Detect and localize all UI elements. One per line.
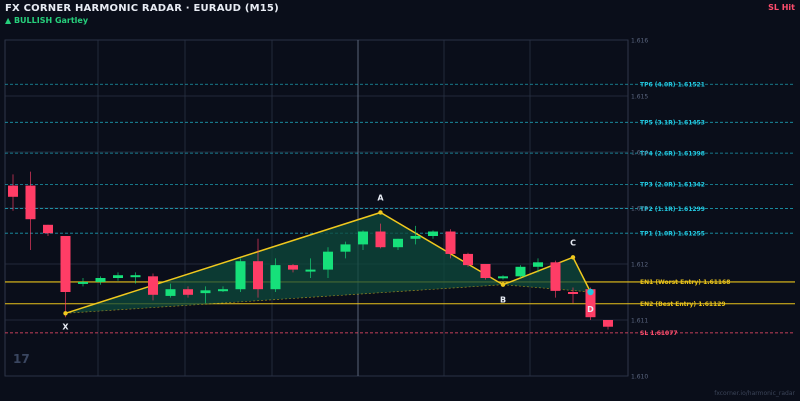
y-tick-label: 1.616: [631, 38, 648, 45]
y-tick-label: 1.615: [631, 94, 648, 101]
level-label-tp: TP1 (1.0R) 1.61255: [640, 230, 705, 237]
candle-body: [445, 231, 456, 254]
point-label: X: [62, 322, 69, 331]
bcd-triangle: [503, 257, 591, 292]
candle-body: [235, 261, 246, 290]
y-tick-label: 1.614: [631, 150, 648, 157]
candle-body: [533, 262, 543, 267]
point-marker-d: [587, 288, 594, 296]
level-label-sl: SL 1.61077: [640, 330, 678, 337]
y-tick-label: 1.613: [631, 206, 648, 213]
point-marker: [63, 311, 68, 316]
point-label: D: [587, 305, 594, 314]
candle-body: [43, 224, 53, 234]
level-label-tp: TP6 (4.0R) 1.61521: [640, 81, 705, 88]
candle-body: [480, 264, 491, 278]
candle-body: [200, 290, 211, 294]
candle-body: [148, 276, 158, 295]
candle-body: [270, 265, 281, 290]
candle-body: [305, 269, 316, 272]
candle-body: [323, 251, 333, 270]
candle-body: [340, 244, 351, 252]
candle-body: [25, 185, 36, 220]
status-badge: SL Hit: [768, 3, 795, 12]
candle-body: [253, 261, 263, 290]
candle-body: [78, 281, 88, 284]
level-label-tp: TP2 (1.1R) 1.61299: [640, 206, 705, 213]
grid: [4, 39, 629, 377]
candle-body: [393, 238, 403, 248]
y-tick-label: 1.612: [631, 262, 648, 269]
candle-body: [8, 185, 18, 197]
candle-body: [60, 236, 71, 292]
candle-body: [375, 231, 386, 248]
y-tick-label: 1.611: [631, 318, 648, 325]
watermark-logo: 17: [13, 352, 30, 366]
level-label-entry: EN2 (Best Entry) 1.61129: [640, 301, 726, 308]
candle-body: [585, 289, 596, 318]
xb-leg: [65, 284, 504, 314]
candle-body: [568, 292, 578, 294]
candle-body: [463, 253, 473, 266]
candle-body: [603, 320, 613, 327]
point-label: B: [500, 296, 506, 305]
level-label-tp: TP3 (2.0R) 1.61342: [640, 182, 705, 189]
candle-body: [288, 265, 298, 270]
level-label-tp: TP5 (3.1R) 1.61453: [640, 120, 705, 127]
y-tick-label: 1.610: [631, 374, 648, 381]
xab-triangle: [65, 212, 503, 314]
chart-title: FX CORNER HARMONIC RADAR · EURAUD (M15): [5, 3, 279, 14]
point-label: C: [570, 238, 576, 247]
point-marker: [570, 255, 576, 260]
y-axis: 1.616 1.615 1.614 1.613 1.612 1.611 1.610: [631, 38, 648, 381]
candle-body: [428, 231, 438, 236]
candle-body: [183, 289, 193, 295]
candle-body: [95, 278, 106, 282]
point-marker: [378, 210, 383, 215]
candle-body: [165, 289, 176, 296]
candlesticks: [8, 171, 613, 330]
pattern-label: ▲ BULLISH Gartley: [5, 16, 89, 25]
candle-body: [410, 236, 421, 239]
candle-body: [515, 266, 526, 277]
candle-body: [498, 276, 508, 279]
candle-body: [358, 231, 368, 245]
bd-leg: [502, 284, 591, 293]
harmonic-pattern: [65, 211, 592, 314]
point-marker: [500, 282, 506, 287]
level-label-entry: EN1 (Worst Entry) 1.61168: [640, 279, 730, 286]
candle-body: [550, 262, 561, 291]
source-footer: fxcorner.io/harmonic_radar: [714, 390, 795, 397]
point-label: A: [377, 193, 384, 202]
pattern-points: X A B C D: [62, 193, 594, 331]
candle-body: [113, 275, 123, 278]
level-label-tp: TP4 (2.6R) 1.61398: [640, 150, 705, 157]
candle-body: [218, 289, 228, 292]
candle-body: [130, 275, 141, 278]
